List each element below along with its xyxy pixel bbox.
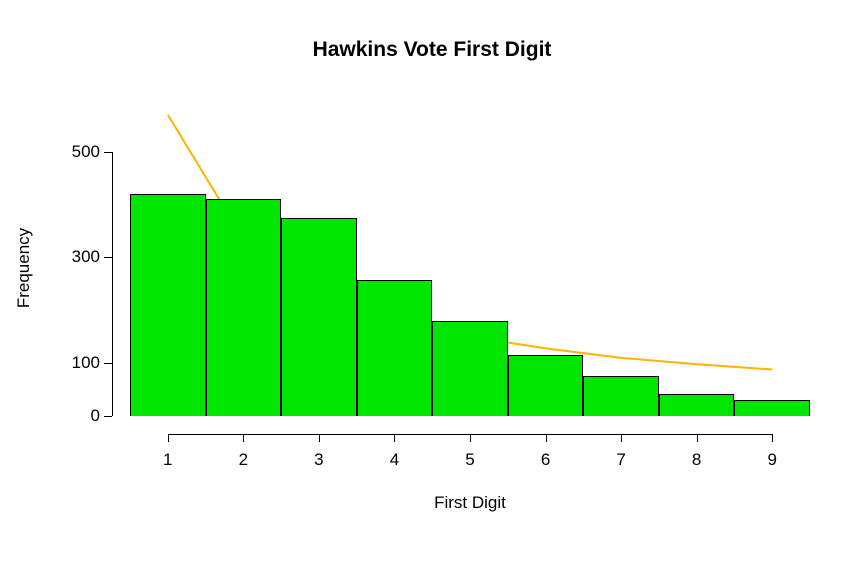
- x-tick: [697, 434, 698, 442]
- bar: [734, 400, 810, 416]
- x-tick: [621, 434, 622, 442]
- chart-title: Hawkins Vote First Digit: [0, 38, 864, 62]
- x-tick-label: 6: [541, 450, 550, 470]
- y-axis-title: Frequency: [14, 228, 34, 308]
- bar: [281, 218, 357, 416]
- x-tick-label: 5: [465, 450, 474, 470]
- x-tick: [772, 434, 773, 442]
- bar: [659, 394, 735, 416]
- y-tick: [104, 257, 112, 258]
- y-tick-label: 500: [56, 142, 100, 162]
- x-tick: [546, 434, 547, 442]
- bar: [508, 355, 584, 416]
- x-tick-label: 3: [314, 450, 323, 470]
- x-tick: [168, 434, 169, 442]
- plot-area: [130, 120, 810, 416]
- x-axis-title: First Digit: [434, 493, 506, 513]
- y-tick: [104, 152, 112, 153]
- x-tick: [319, 434, 320, 442]
- chart-root: Hawkins Vote First Digit 0 100 300 500 1 2 3 4…: [0, 0, 864, 576]
- x-tick: [394, 434, 395, 442]
- x-tick: [243, 434, 244, 442]
- y-tick-label: 0: [56, 406, 100, 426]
- y-tick-label: 100: [56, 353, 100, 373]
- bar: [130, 194, 206, 416]
- x-tick-label: 8: [692, 450, 701, 470]
- x-tick: [470, 434, 471, 442]
- y-tick: [104, 416, 112, 417]
- x-tick-label: 2: [239, 450, 248, 470]
- y-axis-line: [112, 152, 113, 416]
- x-tick-label: 9: [767, 450, 776, 470]
- y-tick-label: 300: [56, 247, 100, 267]
- bar: [206, 199, 282, 416]
- x-tick-label: 4: [390, 450, 399, 470]
- bar: [432, 321, 508, 416]
- y-tick: [104, 363, 112, 364]
- bar: [357, 280, 433, 416]
- bar: [583, 376, 659, 416]
- x-tick-label: 1: [163, 450, 172, 470]
- x-tick-label: 7: [616, 450, 625, 470]
